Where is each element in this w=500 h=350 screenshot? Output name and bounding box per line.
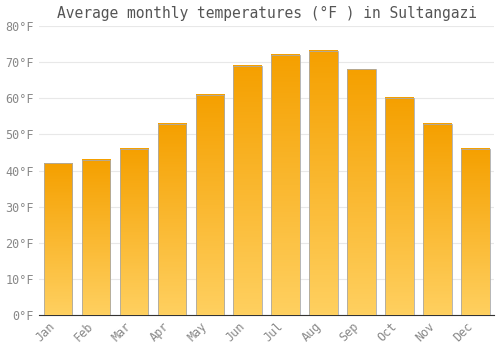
Bar — [461, 149, 490, 315]
Bar — [120, 149, 148, 315]
Bar — [234, 66, 262, 315]
Bar — [44, 163, 72, 315]
Bar — [348, 69, 376, 315]
Bar — [310, 51, 338, 315]
Bar — [158, 124, 186, 315]
Bar — [386, 98, 414, 315]
Title: Average monthly temperatures (°F ) in Sultangazi: Average monthly temperatures (°F ) in Su… — [56, 6, 476, 21]
Bar — [196, 94, 224, 315]
Bar — [272, 55, 300, 315]
Bar — [82, 160, 110, 315]
Bar — [424, 124, 452, 315]
